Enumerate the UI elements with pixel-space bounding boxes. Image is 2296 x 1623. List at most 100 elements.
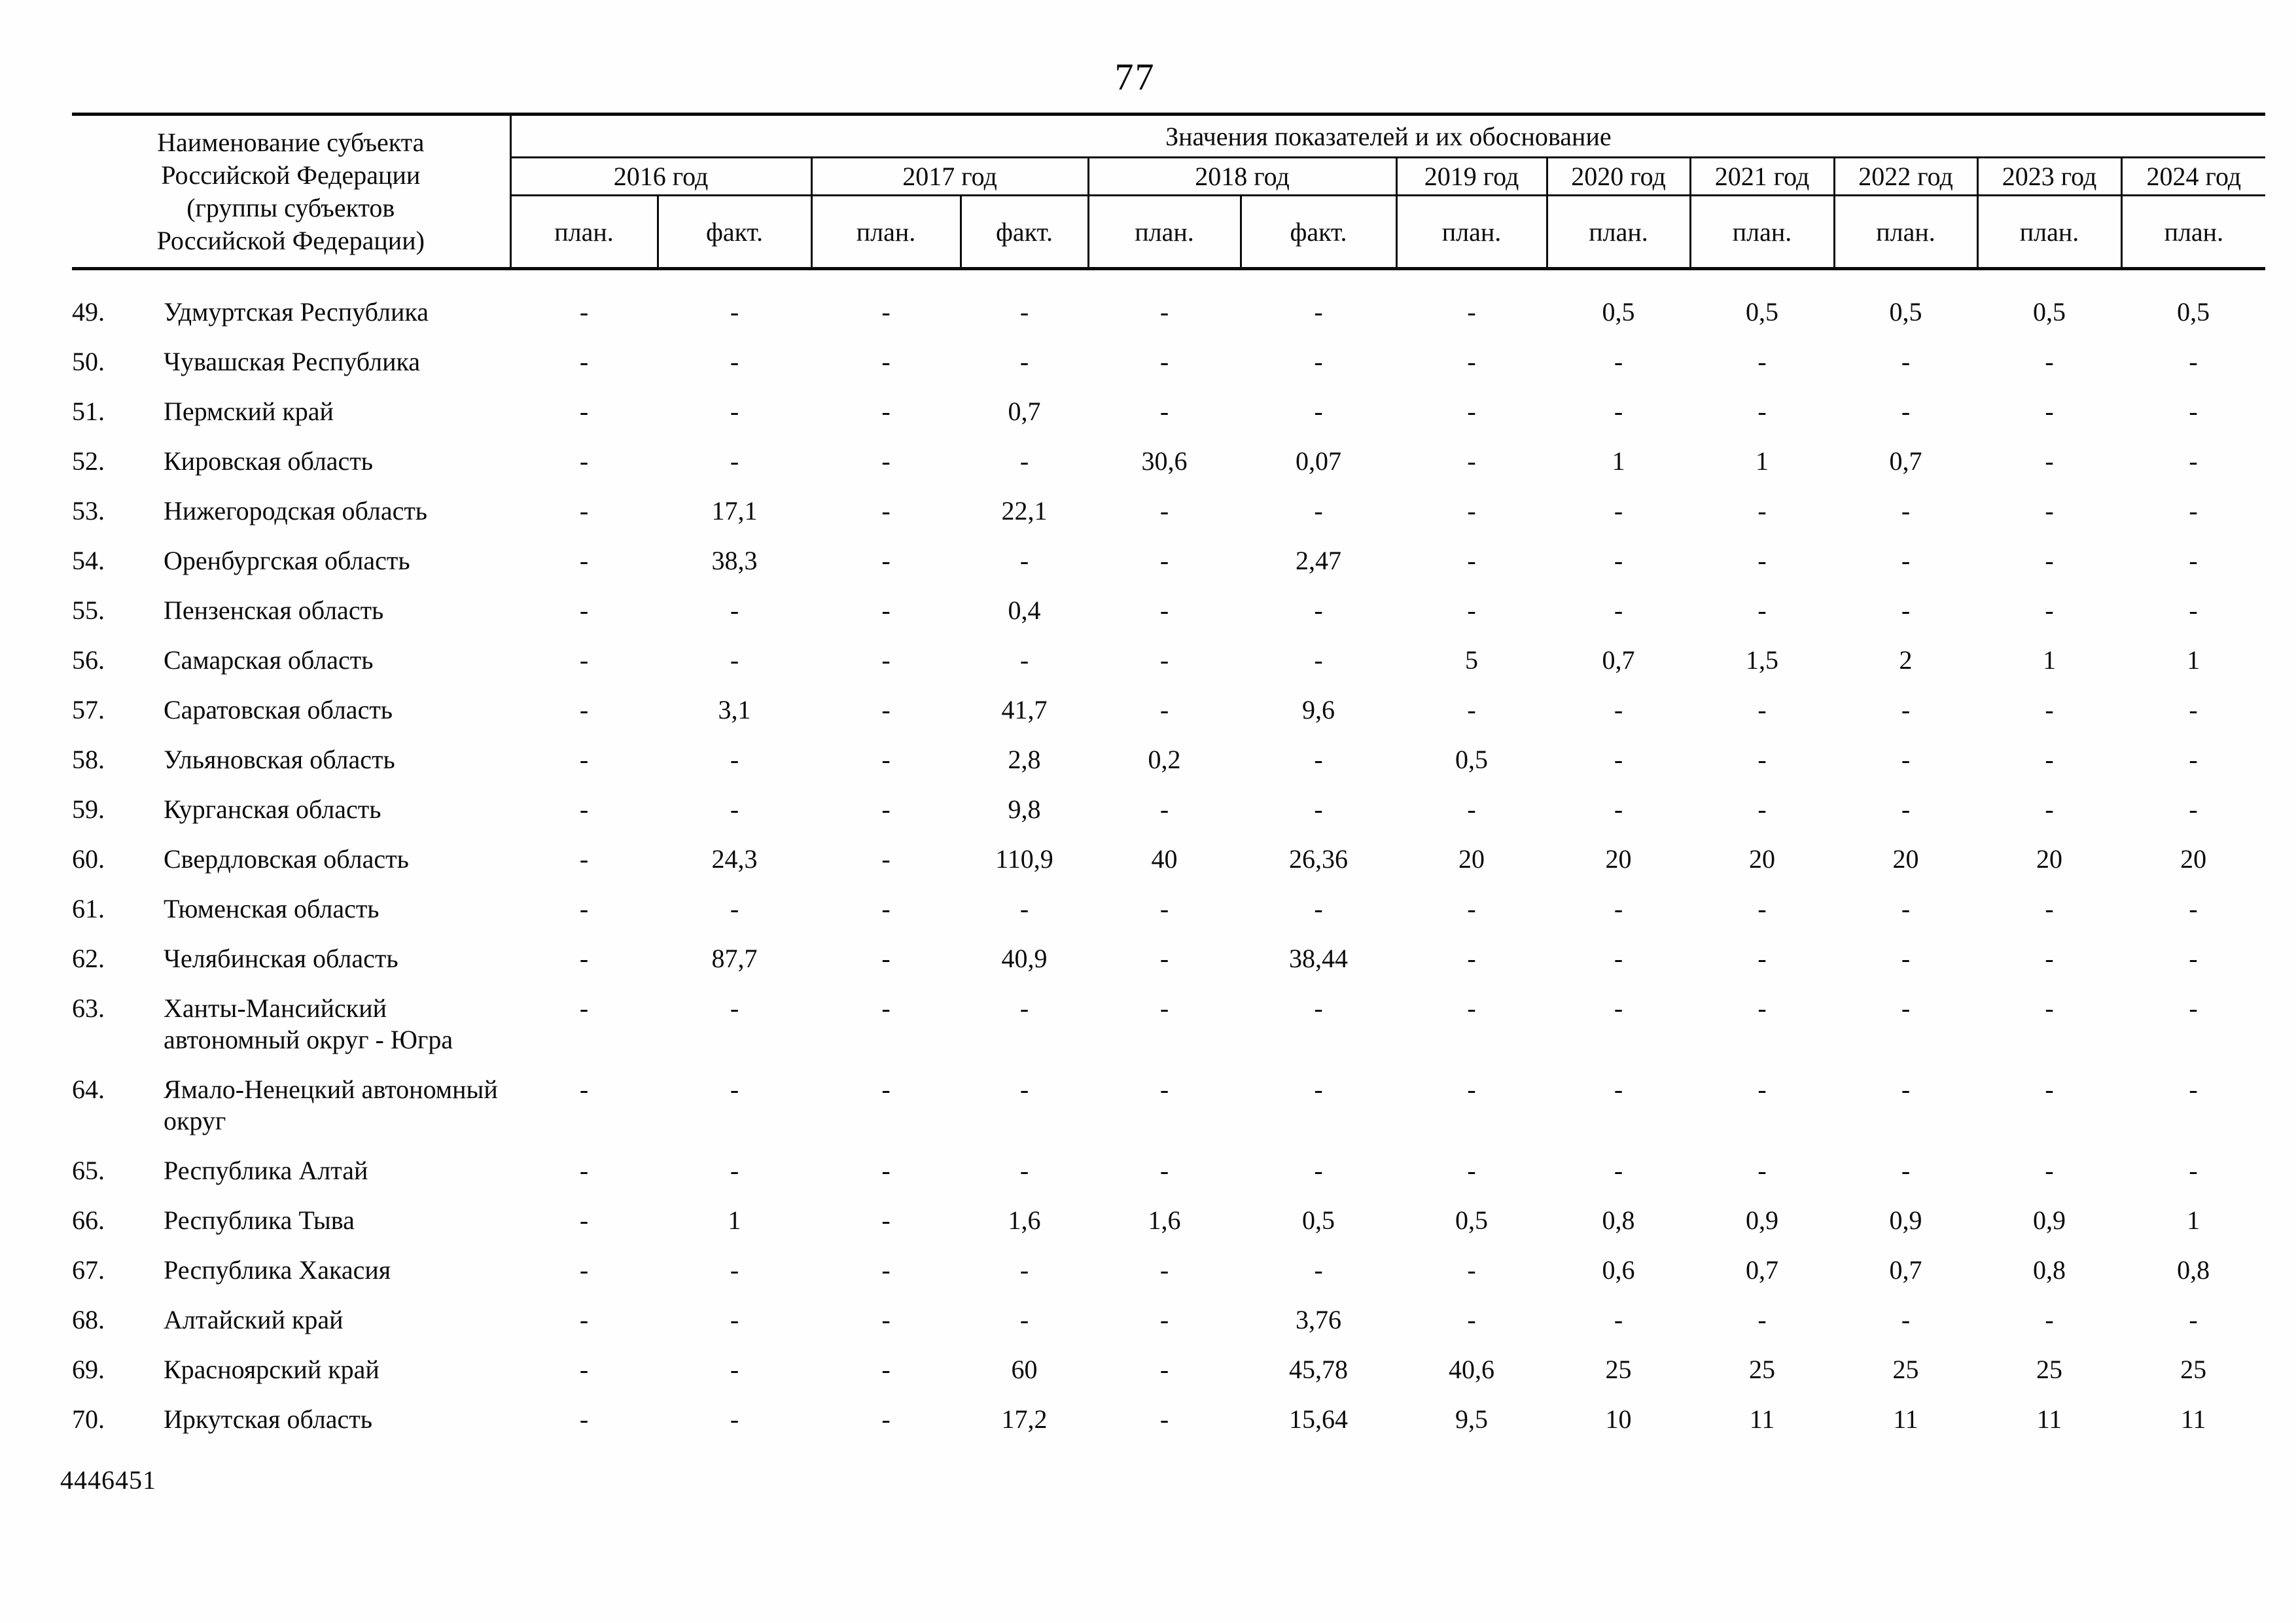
value-cell: -: [579, 794, 589, 824]
value-cell: -: [2189, 1305, 2198, 1334]
value-cell: -: [1901, 894, 1911, 923]
subheader-plan: план.: [1396, 195, 1548, 270]
value-cell: -: [1314, 794, 1323, 824]
value-cell: -: [1901, 1305, 1911, 1334]
table-row: 63. Ханты-Мансийский автономный округ - Ю…: [72, 984, 2265, 1065]
value-cell: -: [2189, 944, 2198, 973]
value-cell: 1,5: [1746, 645, 1778, 675]
row-number: 57.: [72, 695, 105, 724]
value-cell: -: [1467, 1075, 1476, 1104]
value-cell: -: [881, 944, 891, 973]
row-number: 55.: [72, 596, 105, 625]
value-cell: -: [1614, 347, 1623, 376]
value-cell: -: [881, 297, 891, 327]
region-name-cell: 52. Кировская область: [72, 437, 510, 486]
value-cell: 9,6: [1302, 695, 1335, 724]
row-number: 67.: [72, 1255, 105, 1285]
region-name-cell: 63. Ханты-Мансийский автономный округ - Ю…: [72, 984, 510, 1065]
value-cell: -: [2189, 794, 2198, 824]
value-cell: -: [579, 944, 589, 973]
value-cell: -: [1314, 347, 1323, 376]
value-cell: 1: [728, 1205, 741, 1235]
value-cell: -: [2045, 496, 2054, 526]
row-number: 59.: [72, 794, 105, 824]
value-cell: -: [730, 894, 739, 923]
value-cell: -: [881, 496, 891, 526]
value-cell: 0,7: [1746, 1255, 1778, 1285]
value-cell: -: [1467, 894, 1476, 923]
value-cell: -: [1757, 1156, 1767, 1185]
region-header-line: (группы субъектов: [186, 192, 395, 223]
value-cell: -: [730, 745, 739, 774]
indicator-table: Наименование субъекта Российской Федерац…: [72, 113, 2266, 1444]
year-header-2022: 2022 год: [1834, 157, 1979, 196]
value-cell: -: [1467, 944, 1476, 973]
table-row: 52. Кировская область - - - - 30,6 0,07 - 1 1 0,7 - -: [72, 437, 2265, 486]
value-cell: 0,9: [1746, 1205, 1778, 1235]
region-name: Чувашская Республика: [164, 347, 421, 376]
region-name: Удмуртская Республика: [164, 297, 429, 327]
region-name: Ямало-Ненецкий автономный округ: [164, 1075, 498, 1135]
value-cell: -: [1019, 297, 1029, 327]
value-cell: -: [1159, 695, 1169, 724]
value-cell: -: [1159, 794, 1169, 824]
row-number: 53.: [72, 496, 105, 526]
value-cell: -: [881, 1205, 891, 1235]
value-cell: -: [1614, 794, 1623, 824]
value-cell: -: [579, 745, 589, 774]
row-number: 51.: [72, 397, 105, 426]
value-cell: -: [1757, 496, 1767, 526]
value-cell: -: [579, 1075, 589, 1104]
region-name: Республика Алтай: [164, 1156, 368, 1185]
region-name: Тюменская область: [164, 894, 380, 923]
value-cell: -: [1467, 1255, 1476, 1285]
value-cell: -: [1901, 1075, 1911, 1104]
region-name-cell: 66. Республика Тыва: [72, 1196, 510, 1245]
region-name: Республика Тыва: [164, 1205, 355, 1235]
value-cell: -: [1159, 894, 1169, 923]
value-cell: 20: [2036, 844, 2062, 874]
region-name-cell: 60. Свердловская область: [72, 834, 510, 884]
value-cell: -: [579, 297, 589, 327]
year-header-2019: 2019 год: [1396, 157, 1548, 196]
value-cell: -: [1467, 297, 1476, 327]
value-cell: -: [881, 745, 891, 774]
value-cell: 0,7: [1008, 397, 1041, 426]
value-cell: 1: [1612, 446, 1625, 476]
value-cell: -: [881, 993, 891, 1023]
value-cell: -: [881, 695, 891, 724]
value-cell: -: [1314, 645, 1323, 675]
year-header-2017: 2017 год: [811, 157, 1089, 196]
value-cell: 45,78: [1289, 1355, 1348, 1384]
value-cell: -: [1159, 1355, 1169, 1384]
value-cell: -: [579, 446, 589, 476]
value-cell: -: [881, 1355, 891, 1384]
value-cell: -: [730, 397, 739, 426]
page-number: 77: [1114, 56, 1156, 98]
value-cell: -: [1159, 397, 1169, 426]
table-row: 68. Алтайский край - - - - - 3,76 - - - - - -: [72, 1295, 2265, 1345]
value-cell: 0,5: [1746, 297, 1778, 327]
value-cell: -: [1901, 745, 1911, 774]
value-cell: -: [2045, 347, 2054, 376]
value-cell: -: [1314, 993, 1323, 1023]
region-name-cell: 69. Красноярский край: [72, 1345, 510, 1395]
value-cell: 40,6: [1449, 1355, 1494, 1384]
value-cell: -: [1159, 1255, 1169, 1285]
value-cell: -: [1757, 944, 1767, 973]
value-cell: -: [730, 993, 739, 1023]
value-cell: -: [2045, 596, 2054, 625]
table-row: 51. Пермский край - - - 0,7 - - - - - - - -: [72, 387, 2265, 437]
column-header-region-name: Наименование субъекта Российской Федерац…: [72, 114, 512, 270]
value-cell: 25: [1605, 1355, 1632, 1384]
value-cell: 1,6: [1148, 1205, 1181, 1235]
value-cell: -: [579, 645, 589, 675]
value-cell: 30,6: [1141, 446, 1188, 476]
value-cell: 3,1: [718, 695, 751, 724]
value-cell: -: [881, 844, 891, 874]
value-cell: -: [1467, 1305, 1476, 1334]
value-cell: -: [1901, 1156, 1911, 1185]
value-cell: 1: [2043, 645, 2056, 675]
value-cell: 25: [1892, 1355, 1919, 1384]
spacer-row: [72, 269, 2265, 288]
